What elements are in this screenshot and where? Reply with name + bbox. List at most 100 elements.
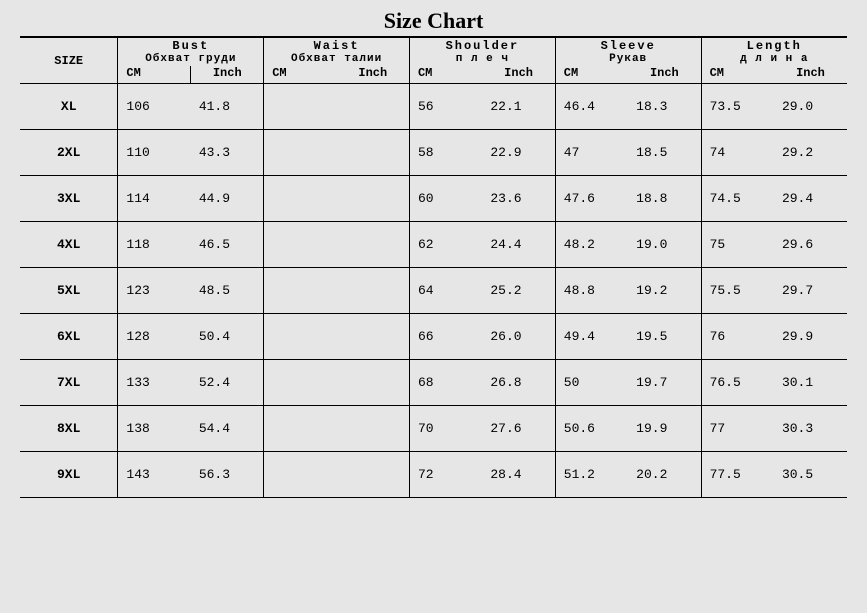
cell-bust-in: 48.5	[191, 268, 264, 314]
cell-waist-in	[337, 452, 410, 498]
sub-sleeve-inch: Inch	[628, 66, 701, 84]
cell-bust-cm: 118	[118, 222, 191, 268]
cell-shoulder-in: 24.4	[482, 222, 555, 268]
cell-sleeve-in: 19.7	[628, 360, 701, 406]
cell-bust-in: 50.4	[191, 314, 264, 360]
cell-sleeve-cm: 50.6	[555, 406, 628, 452]
sub-length-inch: Inch	[774, 66, 847, 84]
cell-size: 5XL	[20, 268, 118, 314]
cell-waist-cm	[264, 84, 337, 130]
cell-sleeve-cm: 47.6	[555, 176, 628, 222]
cell-sleeve-cm: 46.4	[555, 84, 628, 130]
cell-sleeve-cm: 48.2	[555, 222, 628, 268]
cell-length-in: 29.6	[774, 222, 847, 268]
cell-shoulder-in: 26.0	[482, 314, 555, 360]
cell-length-in: 30.1	[774, 360, 847, 406]
sub-waist-inch: Inch	[337, 66, 410, 84]
cell-size: 6XL	[20, 314, 118, 360]
table-row: 5XL12348.56425.248.819.275.529.7	[20, 268, 847, 314]
cell-waist-in	[337, 176, 410, 222]
cell-length-cm: 76.5	[701, 360, 774, 406]
cell-bust-cm: 123	[118, 268, 191, 314]
cell-shoulder-cm: 56	[409, 84, 482, 130]
cell-shoulder-in: 22.1	[482, 84, 555, 130]
cell-bust-cm: 138	[118, 406, 191, 452]
cell-size: 9XL	[20, 452, 118, 498]
table-row: 7XL13352.46826.85019.776.530.1	[20, 360, 847, 406]
cell-length-cm: 75.5	[701, 268, 774, 314]
cell-size: 8XL	[20, 406, 118, 452]
cell-waist-cm	[264, 130, 337, 176]
sub-shoulder-inch: Inch	[482, 66, 555, 84]
cell-waist-in	[337, 314, 410, 360]
cell-shoulder-cm: 60	[409, 176, 482, 222]
cell-waist-cm	[264, 222, 337, 268]
col-header-sleeve-en: Sleeve	[556, 39, 701, 53]
col-header-bust: Bust Обхват груди	[118, 37, 264, 66]
col-header-size: SIZE	[20, 37, 118, 84]
cell-bust-cm: 133	[118, 360, 191, 406]
cell-size: 2XL	[20, 130, 118, 176]
cell-bust-cm: 110	[118, 130, 191, 176]
cell-waist-cm	[264, 268, 337, 314]
cell-waist-in	[337, 222, 410, 268]
col-header-shoulder: Shoulder п л е ч	[409, 37, 555, 66]
cell-length-cm: 73.5	[701, 84, 774, 130]
table-row: 2XL11043.35822.94718.57429.2	[20, 130, 847, 176]
sub-sleeve-cm: CM	[555, 66, 628, 84]
cell-length-in: 29.4	[774, 176, 847, 222]
cell-length-cm: 76	[701, 314, 774, 360]
cell-length-cm: 74.5	[701, 176, 774, 222]
col-header-waist-ru: Обхват талии	[264, 53, 409, 65]
cell-sleeve-cm: 50	[555, 360, 628, 406]
cell-sleeve-in: 18.5	[628, 130, 701, 176]
cell-waist-cm	[264, 406, 337, 452]
cell-waist-in	[337, 268, 410, 314]
col-header-waist: Waist Обхват талии	[264, 37, 410, 66]
cell-length-cm: 77.5	[701, 452, 774, 498]
cell-size: 4XL	[20, 222, 118, 268]
cell-sleeve-in: 18.8	[628, 176, 701, 222]
table-row: 8XL13854.47027.650.619.97730.3	[20, 406, 847, 452]
table-row: 6XL12850.46626.049.419.57629.9	[20, 314, 847, 360]
cell-shoulder-in: 23.6	[482, 176, 555, 222]
table-body: XL10641.85622.146.418.373.529.02XL11043.…	[20, 84, 847, 498]
sub-shoulder-cm: CM	[409, 66, 482, 84]
cell-bust-cm: 143	[118, 452, 191, 498]
cell-length-cm: 75	[701, 222, 774, 268]
cell-shoulder-in: 27.6	[482, 406, 555, 452]
col-header-bust-en: Bust	[118, 39, 263, 53]
cell-size: 3XL	[20, 176, 118, 222]
size-chart: Size Chart SIZE Bust Обхват груди Waist …	[0, 0, 867, 518]
cell-sleeve-in: 19.5	[628, 314, 701, 360]
cell-waist-in	[337, 360, 410, 406]
cell-sleeve-cm: 51.2	[555, 452, 628, 498]
col-header-shoulder-en: Shoulder	[410, 39, 555, 53]
cell-bust-cm: 114	[118, 176, 191, 222]
col-header-bust-ru: Обхват груди	[118, 53, 263, 65]
cell-bust-cm: 106	[118, 84, 191, 130]
cell-sleeve-cm: 47	[555, 130, 628, 176]
col-header-length-ru: д л и н а	[702, 53, 847, 65]
sub-bust-cm: CM	[118, 66, 191, 84]
cell-shoulder-cm: 62	[409, 222, 482, 268]
cell-sleeve-cm: 49.4	[555, 314, 628, 360]
table-row: 9XL14356.37228.451.220.277.530.5	[20, 452, 847, 498]
cell-waist-cm	[264, 452, 337, 498]
table-row: 3XL11444.96023.647.618.874.529.4	[20, 176, 847, 222]
cell-waist-in	[337, 84, 410, 130]
cell-sleeve-in: 20.2	[628, 452, 701, 498]
cell-sleeve-cm: 48.8	[555, 268, 628, 314]
col-header-sleeve-ru: Рукав	[556, 53, 701, 65]
sub-bust-inch: Inch	[191, 66, 264, 84]
cell-sleeve-in: 19.0	[628, 222, 701, 268]
cell-shoulder-cm: 64	[409, 268, 482, 314]
cell-length-cm: 77	[701, 406, 774, 452]
cell-size: XL	[20, 84, 118, 130]
cell-sleeve-in: 18.3	[628, 84, 701, 130]
cell-shoulder-in: 26.8	[482, 360, 555, 406]
cell-sleeve-in: 19.2	[628, 268, 701, 314]
cell-length-in: 29.7	[774, 268, 847, 314]
cell-length-in: 29.2	[774, 130, 847, 176]
cell-waist-cm	[264, 176, 337, 222]
